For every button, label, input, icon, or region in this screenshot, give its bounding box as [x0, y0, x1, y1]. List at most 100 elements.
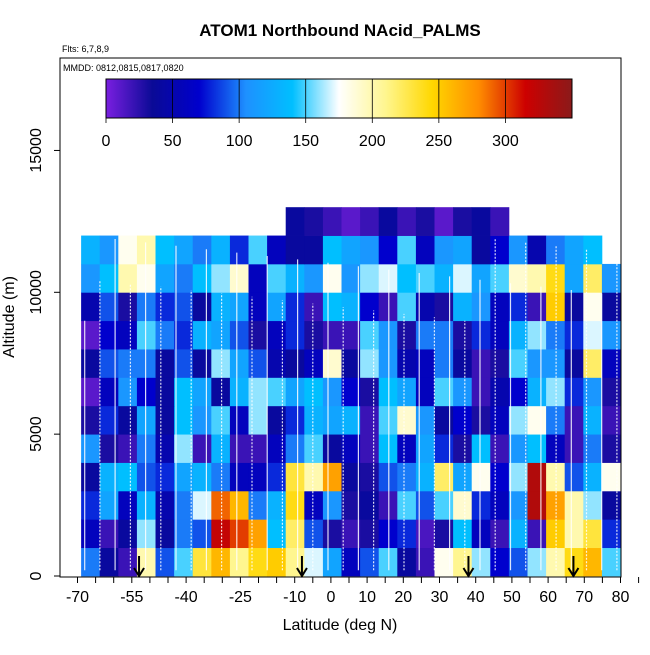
heatmap-cell	[490, 547, 510, 577]
heatmap-cell	[99, 263, 119, 293]
heatmap-cell	[397, 462, 417, 492]
heatmap-cell	[229, 320, 249, 350]
heatmap-cell	[508, 490, 528, 520]
heatmap-cell	[527, 349, 547, 378]
colorbar: 0 50 100 150 200 250 300	[102, 78, 573, 150]
heatmap-cell	[192, 490, 212, 520]
heatmap-cell	[322, 349, 342, 378]
heatmap-cell	[583, 434, 603, 463]
heatmap-cell	[285, 235, 305, 265]
heatmap-cell	[397, 235, 417, 265]
heatmap-cell	[118, 263, 138, 293]
heatmap-cell	[341, 349, 361, 378]
heatmap-cell	[527, 263, 547, 293]
heatmap-cell	[601, 349, 621, 378]
heatmap-cell	[322, 519, 342, 549]
heatmap-cell	[341, 207, 361, 236]
heatmap-cell	[118, 349, 138, 378]
heatmap-cell	[211, 547, 231, 577]
x-tick-label: 0	[326, 589, 335, 606]
heatmap-cell	[81, 377, 101, 407]
heatmap-cell	[248, 349, 268, 378]
heatmap-cell	[453, 349, 473, 378]
heatmap-cell	[211, 434, 231, 463]
heatmap-cell	[136, 320, 156, 350]
heatmap-cell	[174, 320, 194, 350]
heatmap-cell	[81, 490, 101, 520]
heatmap-cell	[248, 519, 268, 549]
heatmap-cell	[564, 292, 584, 322]
heatmap-cell	[583, 349, 603, 378]
heatmap-cell	[304, 207, 324, 236]
heatmap-cell	[118, 377, 138, 407]
heatmap-cell	[81, 292, 101, 322]
heatmap-cell	[378, 235, 398, 265]
heatmap-cell	[508, 263, 528, 293]
heatmap-cell	[81, 349, 101, 378]
heatmap-cell	[304, 320, 324, 350]
heatmap-cell	[99, 377, 119, 407]
heatmap-cell	[322, 207, 342, 236]
heatmap-cell	[508, 377, 528, 407]
heatmap-cell	[136, 434, 156, 463]
heatmap-cell	[490, 235, 510, 265]
heatmap-cell	[192, 547, 212, 577]
heatmap-cell	[81, 462, 101, 492]
heatmap-cell	[229, 263, 249, 293]
heatmap-cell	[415, 377, 435, 407]
heatmap-cell	[118, 519, 138, 549]
heatmap-cell	[490, 405, 510, 435]
heatmap-cell	[248, 405, 268, 435]
y-tick-label: 0	[28, 571, 45, 580]
heatmap-cell	[583, 320, 603, 350]
heatmap-cell	[136, 263, 156, 293]
heatmap-cell	[118, 405, 138, 435]
heatmap-cell	[285, 519, 305, 549]
colorbar-tick-label: 300	[492, 133, 519, 150]
heatmap-cell	[285, 377, 305, 407]
heatmap-cell	[583, 235, 603, 265]
heatmap-cell	[211, 320, 231, 350]
flight-track-lines	[84, 239, 618, 571]
heatmap-cell	[508, 349, 528, 378]
heatmap-cell	[118, 490, 138, 520]
heatmap-cell	[248, 434, 268, 463]
heatmap-cell	[508, 519, 528, 549]
heatmap-cell	[397, 405, 417, 435]
heatmap-cell	[360, 263, 380, 293]
heatmap-cell	[285, 349, 305, 378]
heatmap-cell	[174, 235, 194, 265]
heatmap-cell	[229, 519, 249, 549]
heatmap-cell	[229, 349, 249, 378]
heatmap-cell	[490, 462, 510, 492]
heatmap-cell	[267, 292, 287, 322]
heatmap-cell	[192, 405, 212, 435]
heatmap-cell	[378, 207, 398, 236]
heatmap-cell	[434, 519, 454, 549]
x-tick-label: -10	[283, 589, 306, 606]
heatmap-cell	[99, 292, 119, 322]
heatmap-cell	[136, 292, 156, 322]
heatmap-cell	[601, 320, 621, 350]
heatmap-cell	[341, 434, 361, 463]
heatmap-cell	[174, 462, 194, 492]
heatmap-cell	[136, 405, 156, 435]
heatmap-cell	[322, 462, 342, 492]
heatmap-cell	[434, 235, 454, 265]
heatmap-cell	[304, 377, 324, 407]
heatmap-cell	[601, 490, 621, 520]
heatmap-cell	[155, 235, 175, 265]
heatmap-cell	[99, 320, 119, 350]
heatmap-cell	[508, 547, 528, 577]
heatmap-cell	[304, 235, 324, 265]
flight-marker-arrow-head	[462, 567, 475, 578]
heatmap-cell	[360, 349, 380, 378]
heatmap-cell	[397, 263, 417, 293]
heatmap-cell	[527, 320, 547, 350]
heatmap-cell	[267, 349, 287, 378]
heatmap-cell	[360, 490, 380, 520]
heatmap-cell	[174, 434, 194, 463]
heatmap-cell	[546, 490, 566, 520]
heatmap-cell	[285, 320, 305, 350]
